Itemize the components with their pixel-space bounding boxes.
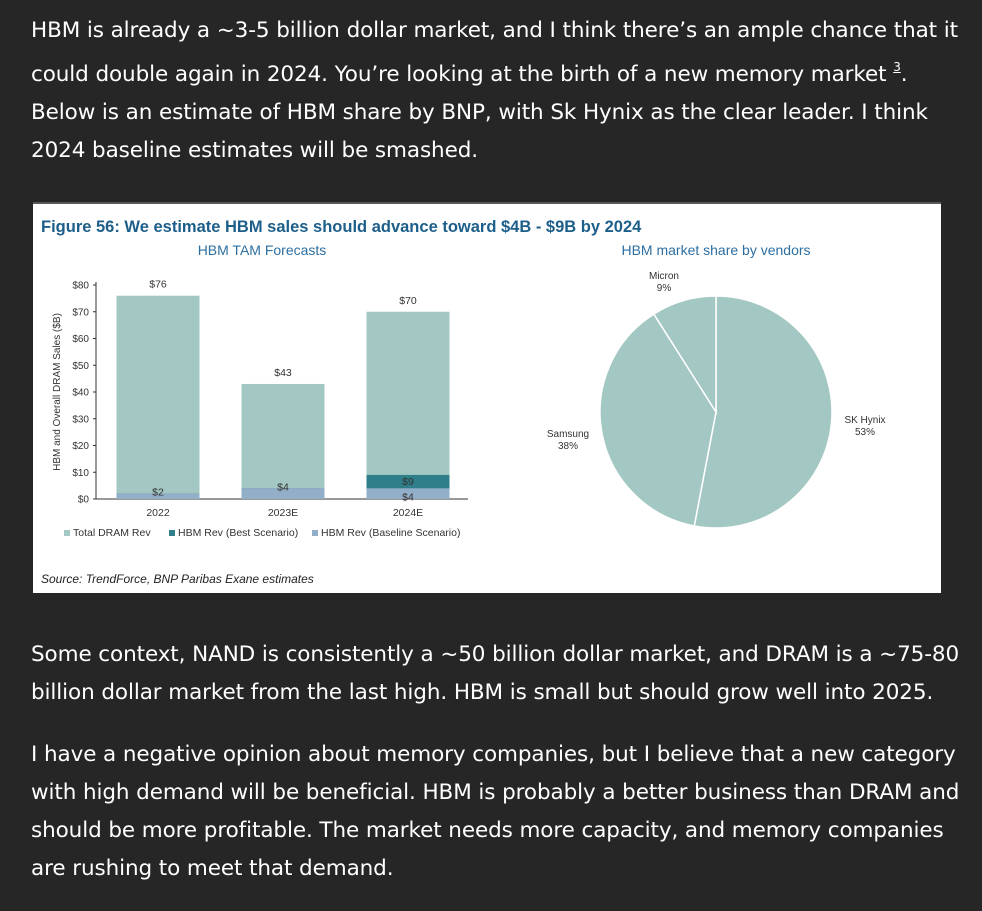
bar-chart-title: HBM TAM Forecasts [198, 242, 327, 258]
bar-hbm-baseline [116, 493, 200, 499]
pie-label-name: Micron [649, 271, 679, 282]
bar-y-tick-label: $30 [72, 414, 89, 425]
bar-x-tick-label: 2022 [146, 507, 170, 519]
bar-total-dram [116, 295, 200, 499]
bar-y-tick-label: $20 [72, 441, 89, 452]
legend-swatch [312, 530, 318, 536]
figure-image: Figure 56: We estimate HBM sales should … [33, 202, 941, 593]
bar-label-best: $9 [402, 476, 414, 488]
bar-y-tick-label: $0 [78, 495, 90, 506]
bar-label-total: $76 [149, 279, 167, 291]
bar-label-total: $70 [399, 295, 417, 307]
footnote-link[interactable]: 3 [893, 60, 901, 74]
paragraph-intro: HBM is already a ~3-5 billion dollar mar… [31, 12, 961, 170]
bar-y-tick-label: $70 [72, 307, 89, 318]
paragraph-context: Some context, NAND is consistently a ~50… [31, 642, 960, 705]
legend-item: Total DRAM Rev [73, 527, 151, 539]
pie-chart-title: HBM market share by vendors [621, 242, 810, 258]
bar-label-baseline: $4 [277, 481, 289, 493]
pie-label-name: Samsung [547, 429, 589, 440]
bar-y-tick-label: $10 [72, 468, 89, 479]
bar-y-tick-label: $60 [72, 334, 89, 345]
figure-svg: Figure 56: We estimate HBM sales should … [33, 202, 941, 586]
bar-label-total: $43 [274, 367, 292, 379]
bar-y-axis-label: HBM and Overall DRAM Sales ($B) [52, 313, 63, 471]
pie-label-value: 9% [657, 283, 672, 294]
bar-hbm-baseline [241, 488, 325, 499]
pie-slice-sk-hynix [693, 295, 833, 529]
legend-item: HBM Rev (Best Scenario) [178, 527, 298, 539]
bar-x-tick-label: 2024E [393, 507, 423, 519]
bar-y-tick-label: $50 [72, 361, 89, 372]
bar-y-tick-label: $80 [72, 281, 89, 292]
pie-slice-micron [652, 295, 717, 415]
bar-total-dram [366, 311, 450, 499]
legend-item: HBM Rev (Baseline Scenario) [321, 527, 460, 539]
paragraph-opinion: I have a negative opinion about memory c… [31, 742, 960, 881]
paragraph-intro-text: HBM is already a ~3-5 billion dollar mar… [31, 18, 958, 88]
bar-y-tick-label: $40 [72, 388, 89, 399]
bar-label-baseline: $2 [152, 487, 164, 499]
paragraph-intro-end: . Below is an estimate of HBM share by B… [31, 62, 928, 164]
legend-swatch [169, 530, 175, 536]
pie-label-name: SK Hynix [844, 415, 885, 426]
figure-title: Figure 56: We estimate HBM sales should … [41, 218, 642, 236]
bar-x-tick-label: 2023E [268, 507, 298, 519]
figure-source: Source: TrendForce, BNP Paribas Exane es… [41, 572, 314, 586]
bar-hbm-baseline [366, 488, 450, 499]
pie-label-value: 38% [558, 441, 578, 452]
bar-label-baseline: $4 [402, 491, 414, 503]
bar-total-dram [241, 383, 325, 499]
legend-swatch [64, 530, 70, 536]
pie-label-value: 53% [855, 427, 875, 438]
